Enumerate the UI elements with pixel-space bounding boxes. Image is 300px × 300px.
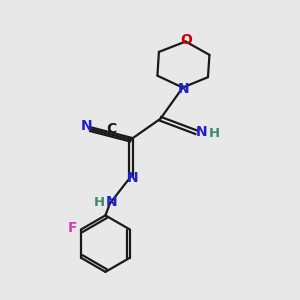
Text: N: N — [196, 125, 207, 139]
Text: C: C — [106, 122, 116, 136]
Text: H: H — [209, 127, 220, 140]
Text: N: N — [178, 82, 189, 96]
Text: F: F — [68, 221, 77, 235]
Text: O: O — [180, 33, 192, 47]
Text: N: N — [81, 119, 93, 133]
Text: N: N — [106, 195, 117, 209]
Text: N: N — [126, 171, 138, 185]
Text: H: H — [94, 196, 105, 208]
